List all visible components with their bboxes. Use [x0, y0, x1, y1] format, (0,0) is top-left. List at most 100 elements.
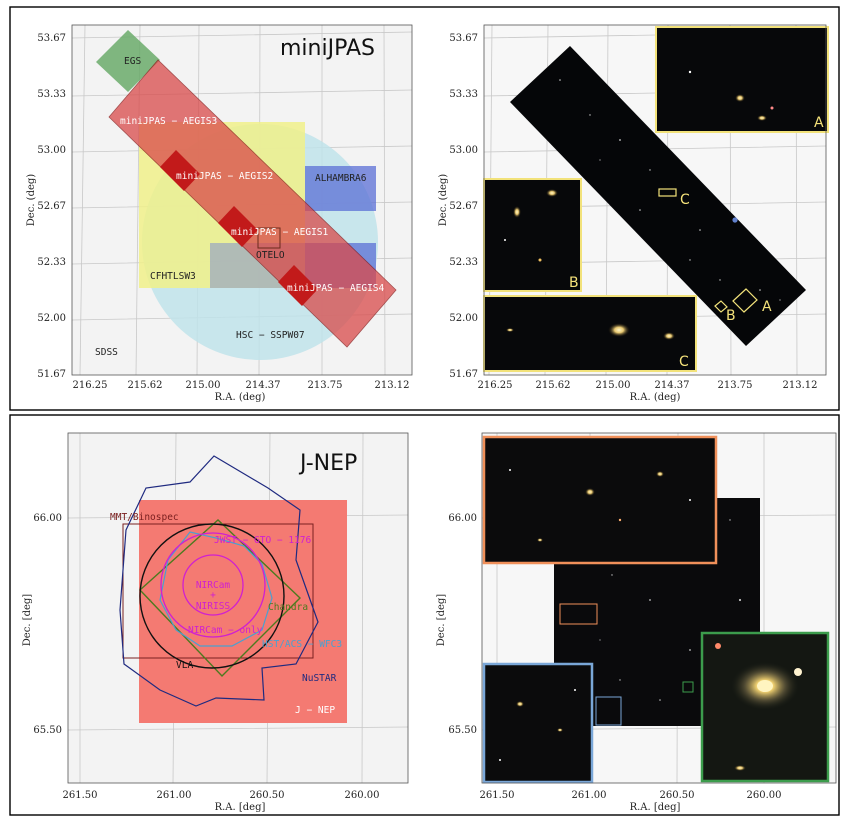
y-tick-labels: 53.67 53.33 53.00 52.67 52.33 52.00 51.6… — [449, 33, 478, 380]
top-panel-frame — [9, 6, 840, 411]
y-tick-label: 53.67 — [37, 33, 66, 44]
x-tick-labels: 216.25 215.62 215.00 214.37 213.75 213.1… — [478, 380, 818, 391]
minijpas-title: miniJPAS — [280, 36, 375, 61]
inset-b-marker — [714, 300, 728, 313]
plot-frame — [483, 24, 827, 376]
hst-footprint — [159, 531, 273, 647]
x-tick-labels: 216.25 215.62 215.00 214.37 213.75 213.1… — [73, 380, 410, 391]
star-field — [559, 79, 781, 301]
marker-label-c: C — [680, 192, 690, 208]
aegis-overlap-3 — [278, 265, 318, 306]
egs-footprint — [96, 30, 160, 92]
y-axis-label: Dec. [deg] — [436, 594, 447, 647]
otelo-footprint — [257, 227, 281, 249]
y-tick-label: 52.33 — [449, 257, 478, 268]
inset-c-letter: C — [679, 354, 689, 370]
x-tick-labels: 261.50 261.00 260.50 260.00 — [480, 790, 782, 801]
nustar-label: NuSTAR — [302, 673, 337, 684]
y-tick-label: 53.00 — [449, 145, 478, 156]
x-tick-label: 215.62 — [536, 380, 571, 391]
jnep-title: J-NEP — [298, 451, 357, 476]
y-axis-label: Dec. (deg) — [26, 174, 37, 227]
alhambra-footprint — [305, 166, 376, 211]
chandra-footprint — [138, 519, 302, 678]
nircam-label: NIRCam — [196, 580, 231, 591]
star-field — [574, 519, 742, 701]
x-axis-label: R.A. (deg) — [215, 392, 266, 403]
y-tick-label: 65.50 — [448, 725, 477, 736]
y-tick-labels: 53.67 53.33 53.00 52.67 52.33 52.00 51.6… — [37, 33, 66, 380]
marker-label-a: A — [762, 299, 772, 315]
jnep-image-plot: 261.50 261.00 260.50 260.00 66.00 65.50 … — [436, 432, 837, 813]
x-tick-label: 215.00 — [596, 380, 631, 391]
egs-label: EGS — [124, 56, 141, 67]
minijpas-image-plot: C A B A B C 216.25 21 — [438, 24, 829, 403]
jnep-footprint — [139, 500, 347, 723]
x-tick-label: 215.00 — [186, 380, 221, 391]
inset-b-letter: B — [569, 275, 579, 291]
x-tick-label: 260.00 — [345, 790, 380, 801]
inset-blue-marker — [595, 696, 622, 726]
x-tick-label: 213.75 — [308, 380, 343, 391]
y-tick-label: 65.50 — [33, 725, 62, 736]
otelo-label: OTELO — [256, 250, 285, 261]
y-tick-label: 53.67 — [449, 33, 478, 44]
aegis4-label: miniJPAS − AEGIS4 — [287, 283, 385, 294]
plot-frame — [67, 432, 409, 784]
bottom-panel-frame — [9, 414, 840, 816]
x-tick-label: 214.37 — [246, 380, 281, 391]
x-tick-label: 216.25 — [478, 380, 513, 391]
x-tick-label: 213.12 — [783, 380, 818, 391]
hst-label: HST/ACS − WFC3 — [262, 639, 342, 650]
y-axis-label: Dec. (deg) — [438, 174, 449, 227]
chandra-label: Chandra — [268, 602, 308, 613]
plot-frame — [71, 24, 413, 376]
y-tick-label: 52.67 — [449, 201, 478, 212]
minijpas-footprint-plot: miniJPAS EGS miniJPAS − AEGIS3 miniJPAS … — [26, 24, 413, 403]
inset-green — [700, 631, 830, 783]
aegis-overlap-1 — [160, 150, 200, 191]
x-tick-label: 216.25 — [73, 380, 108, 391]
inset-c-marker — [658, 188, 677, 197]
aegis-overlap-2 — [218, 206, 258, 247]
inset-orange-marker — [559, 603, 598, 625]
jnep-label: J − NEP — [295, 705, 335, 716]
y-tick-label: 53.00 — [37, 145, 66, 156]
jwst-label: JWST − GTO − 1176 — [214, 535, 312, 546]
sdss-label: SDSS — [95, 347, 118, 358]
x-tick-label: 261.00 — [572, 790, 607, 801]
x-tick-label: 214.37 — [655, 380, 690, 391]
y-tick-label: 66.00 — [33, 513, 62, 524]
x-tick-label: 260.50 — [660, 790, 695, 801]
marker-label-b: B — [726, 308, 736, 324]
y-tick-label: 52.00 — [449, 313, 478, 324]
y-tick-labels: 66.00 65.50 — [33, 513, 62, 736]
niriss-label: NIRISS — [196, 601, 231, 612]
mmt-label: MMT/Binospec — [110, 512, 179, 523]
cfhtls-label: CFHTLSW3 — [150, 271, 196, 282]
x-tick-label: 213.12 — [375, 380, 410, 391]
inset-c: C — [483, 295, 697, 372]
jnep-footprint-plot: J-NEP MMT/Binospec JWST − GTO − 1176 NIR… — [22, 432, 409, 813]
inset-a-marker — [732, 288, 758, 313]
plot-frame — [481, 432, 837, 784]
plus-label: + — [210, 590, 216, 601]
x-tick-label: 260.50 — [250, 790, 285, 801]
nustar-footprint — [119, 455, 319, 707]
x-tick-label: 215.62 — [128, 380, 163, 391]
x-tick-label: 261.50 — [480, 790, 515, 801]
y-axis-label: Dec. [deg] — [22, 594, 33, 647]
jwst-inner-footprint — [182, 554, 244, 616]
aegis3-label: miniJPAS − AEGIS3 — [120, 116, 217, 127]
y-tick-label: 52.00 — [37, 313, 66, 324]
y-tick-label: 66.00 — [448, 513, 477, 524]
inset-orange — [482, 435, 718, 565]
nircam-only-label: NIRCam − only — [188, 625, 263, 636]
x-tick-label: 213.75 — [718, 380, 753, 391]
y-tick-label: 51.67 — [449, 369, 478, 380]
x-axis-label: R.A. [deg] — [630, 802, 681, 813]
y-tick-labels: 66.00 65.50 — [448, 513, 477, 736]
vla-label: VLA — [176, 660, 193, 671]
x-axis-label: R.A. [deg] — [215, 802, 266, 813]
x-tick-labels: 261.50 261.00 260.50 260.00 — [63, 790, 380, 801]
